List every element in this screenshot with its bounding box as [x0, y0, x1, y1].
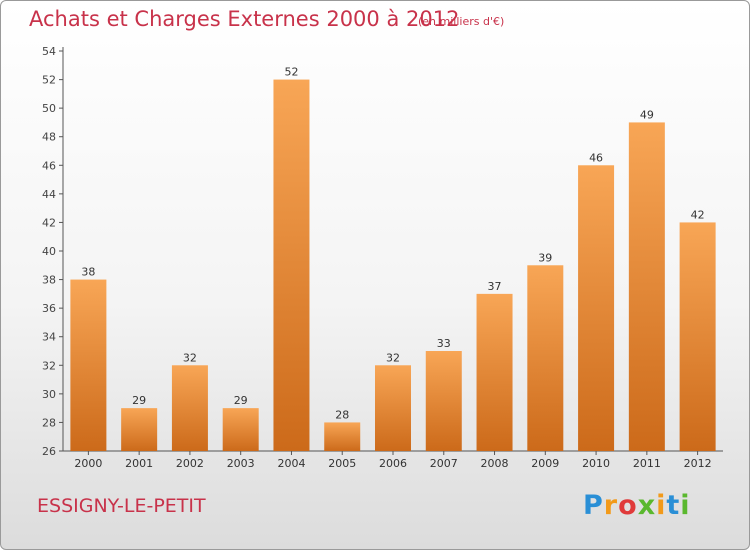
bar-2010 — [578, 165, 615, 452]
x-tick-label: 2000 — [74, 457, 102, 470]
bar-2007 — [425, 351, 462, 451]
y-tick-label: 44 — [42, 188, 56, 201]
x-tick-label: 2007 — [430, 457, 458, 470]
data-label: 33 — [437, 337, 451, 350]
bar-2004 — [273, 79, 310, 452]
chart-title: Achats et Charges Externes 2000 à 2012 — [29, 7, 460, 31]
logo-letter: r — [603, 490, 619, 521]
x-tick-label: 2009 — [531, 457, 559, 470]
chart-bars — [70, 79, 716, 452]
x-tick-label: 2012 — [684, 457, 712, 470]
proxiti-logo: Proxiti — [583, 490, 691, 521]
bar-2005 — [324, 422, 361, 451]
commune-name: ESSIGNY-LE-PETIT — [37, 495, 206, 517]
bar-2001 — [121, 408, 158, 451]
y-tick-label: 28 — [42, 416, 56, 429]
bar-2011 — [628, 122, 665, 451]
y-tick-label: 40 — [42, 245, 56, 258]
data-label: 39 — [538, 251, 552, 264]
y-tick-label: 34 — [42, 331, 56, 344]
y-tick-label: 46 — [42, 159, 56, 172]
x-tick-label: 2004 — [277, 457, 305, 470]
x-tick-label: 2005 — [328, 457, 356, 470]
data-label: 46 — [589, 151, 603, 164]
bar-2012 — [679, 222, 716, 451]
data-label: 37 — [488, 280, 502, 293]
x-tick-label: 2001 — [125, 457, 153, 470]
bar-2008 — [476, 293, 513, 451]
x-tick-label: 2002 — [176, 457, 204, 470]
data-label: 49 — [640, 108, 654, 121]
chart-subtitle: (en milliers d'€) — [418, 15, 505, 28]
y-tick-label: 48 — [42, 131, 56, 144]
logo-letter: i — [656, 490, 667, 521]
x-tick-label: 2008 — [481, 457, 509, 470]
logo-letter: i — [680, 490, 691, 521]
bar-2003 — [222, 408, 259, 451]
data-label: 38 — [81, 266, 95, 279]
y-tick-label: 36 — [42, 302, 56, 315]
bar-2009 — [527, 265, 564, 451]
logo-letter: P — [583, 490, 604, 521]
bar-2006 — [375, 365, 411, 451]
data-label: 32 — [386, 351, 400, 364]
data-label: 42 — [691, 208, 705, 221]
y-tick-label: 50 — [42, 102, 56, 115]
x-tick-label: 2011 — [633, 457, 661, 470]
logo-letter: o — [618, 490, 638, 521]
bar-2000 — [70, 279, 107, 451]
data-label: 29 — [132, 394, 146, 407]
y-tick-label: 42 — [42, 216, 56, 229]
chart-data-labels: 38 29 32 29 52 28 32 33 37 39 46 49 42 — [81, 66, 704, 422]
logo-letter: x — [637, 490, 657, 521]
y-tick-label: 52 — [42, 74, 56, 87]
logo-letter: t — [666, 490, 681, 521]
y-tick-label: 38 — [42, 274, 56, 287]
chart-axes: 26 28 30 32 34 36 38 40 42 44 46 48 50 52 54 2000 2001 20… — [42, 45, 723, 470]
data-label: 52 — [284, 66, 298, 79]
bar-2002 — [171, 365, 208, 451]
x-tick-label: 2006 — [379, 457, 407, 470]
data-label: 29 — [234, 394, 248, 407]
y-tick-label: 26 — [42, 445, 56, 458]
data-label: 32 — [183, 351, 197, 364]
y-tick-label: 30 — [42, 388, 56, 401]
y-tick-label: 54 — [42, 45, 56, 58]
x-tick-label: 2010 — [582, 457, 610, 470]
data-label: 28 — [335, 408, 349, 421]
y-tick-label: 32 — [42, 359, 56, 372]
x-tick-label: 2003 — [227, 457, 255, 470]
